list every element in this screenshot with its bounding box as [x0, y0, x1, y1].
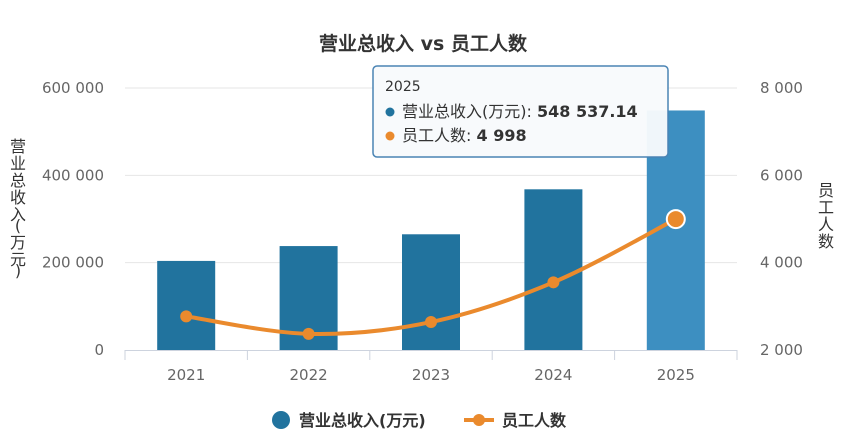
line-point[interactable] [547, 276, 560, 289]
tooltip: 2025 营业总收入(万元): 548 537.14 员工人数: 4 998 [372, 65, 669, 158]
legend[interactable]: 营业总收入(万元) 员工人数 [272, 411, 567, 430]
x-tick-label: 2021 [167, 366, 205, 384]
line-point[interactable] [180, 310, 193, 323]
x-tick-label: 2025 [657, 366, 695, 384]
tooltip-row-value: 4 998 [476, 126, 526, 145]
legend-bar-icon[interactable] [272, 411, 290, 429]
tooltip-box [372, 65, 669, 158]
line-point[interactable] [425, 316, 437, 329]
x-tick-label: 2023 [412, 366, 450, 384]
tooltip-row-value: 548 537.14 [537, 102, 638, 121]
legend-line-marker[interactable] [473, 414, 485, 426]
y-left-tick-label: 200 000 [42, 254, 104, 272]
y-right-tick-label: 2 000 [760, 341, 803, 359]
tooltip-row-label: 营业总收入(万元): [402, 102, 537, 121]
bar-series[interactable] [157, 110, 705, 351]
bar[interactable] [157, 260, 216, 350]
line-point[interactable] [302, 327, 315, 340]
legend-bar-label[interactable]: 营业总收入(万元) [299, 411, 426, 430]
y-axis-right: 2 000 4 000 6 000 8 000 [760, 79, 803, 359]
bar[interactable] [524, 189, 583, 350]
x-tick-label: 2024 [534, 366, 572, 384]
tooltip-row-label: 员工人数: [402, 126, 476, 145]
legend-line-label[interactable]: 员工人数 [502, 411, 567, 430]
line-point[interactable] [665, 209, 686, 230]
chart-title: 营业总收入 vs 员工人数 [319, 32, 528, 55]
tooltip-marker [385, 107, 395, 117]
y-right-tick-label: 6 000 [760, 166, 803, 184]
tooltip-marker [385, 131, 395, 141]
axis-titles: 营业总收入(万元) 员工人数 [10, 137, 834, 280]
y-axis-left: 0 200 000 400 000 600 000 [42, 79, 104, 359]
x-axis: 2021 2022 2023 2024 2025 [124, 350, 738, 384]
y-right-tick-label: 8 000 [760, 79, 803, 97]
y-right-tick-label: 4 000 [760, 254, 803, 272]
x-tick-label: 2022 [290, 366, 328, 384]
y-left-tick-label: 0 [94, 341, 104, 359]
y-left-tick-label: 600 000 [42, 79, 104, 97]
y-left-axis-title: 营业总收入(万元) [10, 137, 26, 280]
tooltip-row: 员工人数: 4 998 [402, 126, 527, 145]
line-series[interactable] [180, 209, 686, 340]
tooltip-row: 营业总收入(万元): 548 537.14 [402, 102, 638, 121]
y-left-tick-label: 400 000 [42, 166, 104, 184]
y-right-axis-title: 员工人数 [818, 181, 834, 251]
tooltip-header: 2025 [385, 79, 421, 95]
bar[interactable] [402, 234, 460, 350]
